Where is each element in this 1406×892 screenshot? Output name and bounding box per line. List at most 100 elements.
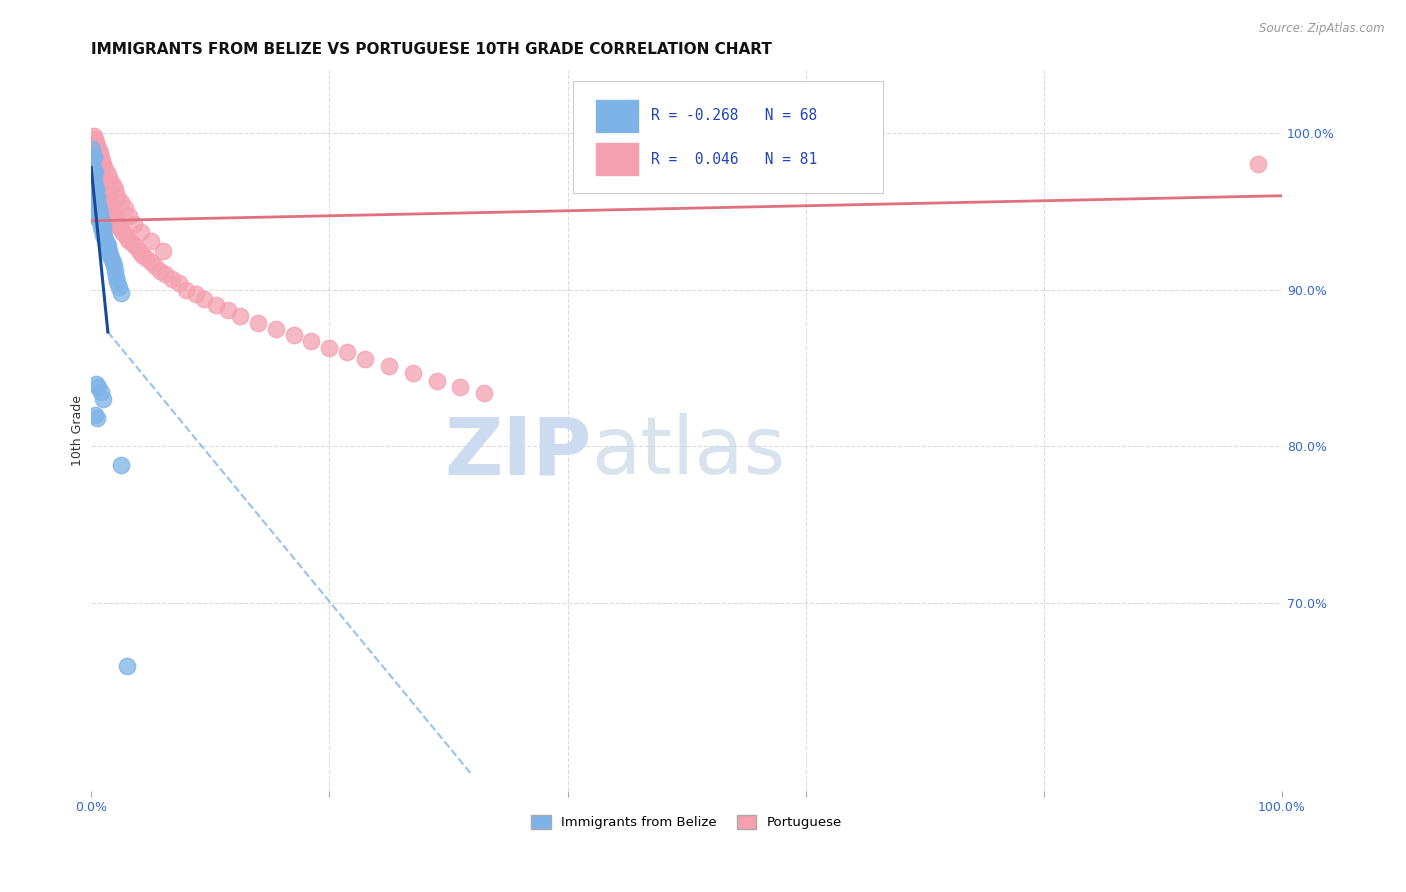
Point	[283, 328, 305, 343]
Point	[82, 150, 104, 164]
Point	[86, 138, 108, 153]
Point	[82, 181, 104, 195]
FancyBboxPatch shape	[596, 144, 638, 175]
Point	[1247, 157, 1270, 171]
Point	[425, 374, 447, 388]
Point	[110, 458, 132, 472]
Point	[402, 366, 425, 380]
Point	[96, 235, 118, 250]
Point	[135, 252, 157, 266]
Point	[114, 229, 136, 244]
Point	[139, 234, 162, 248]
Point	[98, 173, 121, 187]
Point	[84, 136, 107, 150]
Point	[318, 341, 340, 355]
Text: R = -0.268   N = 68: R = -0.268 N = 68	[651, 108, 817, 123]
Point	[89, 212, 111, 227]
Point	[101, 178, 124, 192]
Point	[83, 173, 105, 187]
Point	[90, 212, 112, 227]
FancyBboxPatch shape	[574, 81, 883, 193]
Point	[83, 204, 105, 219]
Point	[149, 264, 172, 278]
Point	[105, 270, 128, 285]
Point	[184, 287, 207, 301]
Point	[160, 271, 183, 285]
Point	[84, 154, 107, 169]
Point	[152, 244, 174, 258]
Point	[83, 408, 105, 422]
Point	[104, 211, 127, 225]
Point	[84, 204, 107, 219]
Point	[118, 209, 141, 223]
Point	[83, 129, 105, 144]
Point	[91, 176, 114, 190]
Point	[82, 157, 104, 171]
Point	[98, 198, 121, 212]
Point	[84, 181, 107, 195]
Point	[94, 233, 117, 247]
Text: Source: ZipAtlas.com: Source: ZipAtlas.com	[1260, 22, 1385, 36]
Point	[97, 192, 120, 206]
Point	[87, 212, 110, 227]
Point	[90, 173, 112, 187]
Point	[90, 220, 112, 235]
Point	[89, 204, 111, 219]
Point	[91, 392, 114, 407]
Point	[86, 157, 108, 171]
Point	[101, 254, 124, 268]
Point	[89, 145, 111, 159]
Point	[90, 223, 112, 237]
Point	[101, 204, 124, 219]
Point	[96, 188, 118, 202]
Point	[103, 207, 125, 221]
Point	[264, 322, 287, 336]
Point	[472, 386, 495, 401]
Point	[100, 252, 122, 266]
Point	[336, 345, 359, 359]
Point	[83, 196, 105, 211]
Point	[91, 227, 114, 242]
Point	[98, 244, 121, 258]
Point	[87, 380, 110, 394]
Point	[82, 142, 104, 156]
Point	[128, 244, 150, 258]
Point	[169, 277, 191, 291]
Point	[86, 204, 108, 219]
Point	[94, 184, 117, 198]
Point	[105, 275, 128, 289]
Point	[205, 298, 228, 312]
Point	[449, 380, 471, 394]
Point	[93, 227, 115, 242]
Point	[107, 279, 129, 293]
Point	[83, 145, 105, 159]
Point	[105, 188, 128, 202]
Point	[87, 204, 110, 219]
Point	[246, 316, 269, 330]
Point	[98, 194, 121, 209]
Point	[89, 165, 111, 179]
Point	[83, 150, 105, 164]
Point	[82, 188, 104, 202]
FancyBboxPatch shape	[596, 100, 638, 132]
Point	[301, 334, 323, 349]
Point	[131, 248, 153, 262]
Point	[229, 310, 252, 324]
Point	[153, 267, 176, 281]
Point	[91, 220, 114, 235]
Point	[84, 188, 107, 202]
Point	[104, 264, 127, 278]
Text: ZIP: ZIP	[444, 413, 592, 491]
Point	[83, 181, 105, 195]
Point	[86, 196, 108, 211]
Point	[84, 196, 107, 211]
Y-axis label: 10th Grade: 10th Grade	[72, 395, 84, 467]
Point	[217, 303, 239, 318]
Point	[112, 227, 135, 241]
Point	[82, 142, 104, 156]
Point	[122, 217, 145, 231]
Point	[83, 165, 105, 179]
Point	[87, 196, 110, 211]
Point	[91, 157, 114, 171]
Point	[83, 188, 105, 202]
